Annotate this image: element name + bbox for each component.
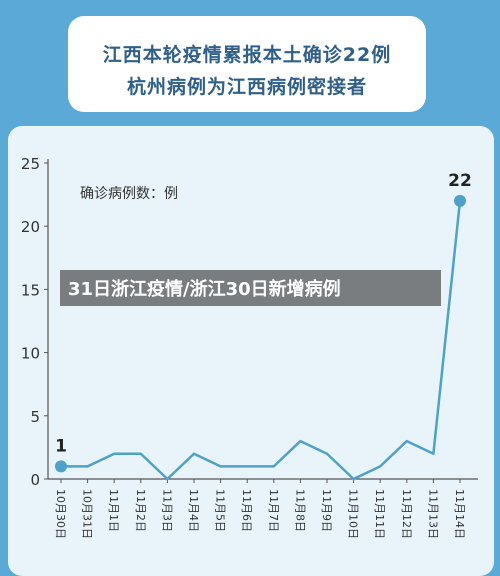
y-tick-label: 25	[21, 155, 40, 173]
data-label: 22	[448, 171, 472, 191]
x-tick-label: 11月12日	[400, 489, 413, 539]
x-tick-label: 11月13日	[426, 489, 439, 539]
y-tick-label: 15	[21, 281, 40, 299]
overlay-caption: 31日浙江疫情/浙江30日新增病例	[60, 270, 441, 306]
data-point	[454, 194, 466, 207]
x-tick-label: 10月30日	[54, 489, 67, 539]
y-tick-label: 5	[30, 408, 40, 426]
x-tick-label: 11月7日	[267, 489, 280, 532]
x-tick-label: 10月31日	[81, 489, 94, 539]
x-tick-label: 11月2日	[134, 489, 147, 532]
title-card: 江西本轮疫情累报本土确诊22例 杭州病例为江西病例密接者	[68, 16, 426, 112]
y-tick-label: 20	[21, 218, 40, 236]
x-tick-label: 11月14日	[453, 489, 466, 539]
title-line-1: 江西本轮疫情累报本土确诊22例	[102, 44, 392, 66]
data-label: 1	[55, 436, 67, 456]
x-tick-label: 11月6日	[240, 489, 253, 532]
x-tick-label: 11月8日	[293, 489, 306, 532]
y-tick-label: 10	[21, 345, 40, 363]
data-point	[55, 460, 67, 473]
x-tick-label: 11月5日	[214, 489, 227, 532]
x-tick-label: 11月11日	[373, 489, 386, 539]
x-tick-label: 11月10日	[347, 489, 360, 539]
x-tick-label: 11月9日	[320, 489, 333, 532]
x-tick-label: 11月1日	[107, 489, 120, 532]
chart-panel	[8, 126, 494, 576]
y-tick-label: 0	[30, 471, 40, 489]
x-tick-label: 11月4日	[187, 489, 200, 532]
x-tick-label: 11月3日	[160, 489, 173, 532]
y-axis-label: 确诊病例数：例	[80, 186, 178, 202]
series-line	[61, 200, 462, 481]
title-line-2: 杭州病例为江西病例密接者	[126, 76, 367, 98]
